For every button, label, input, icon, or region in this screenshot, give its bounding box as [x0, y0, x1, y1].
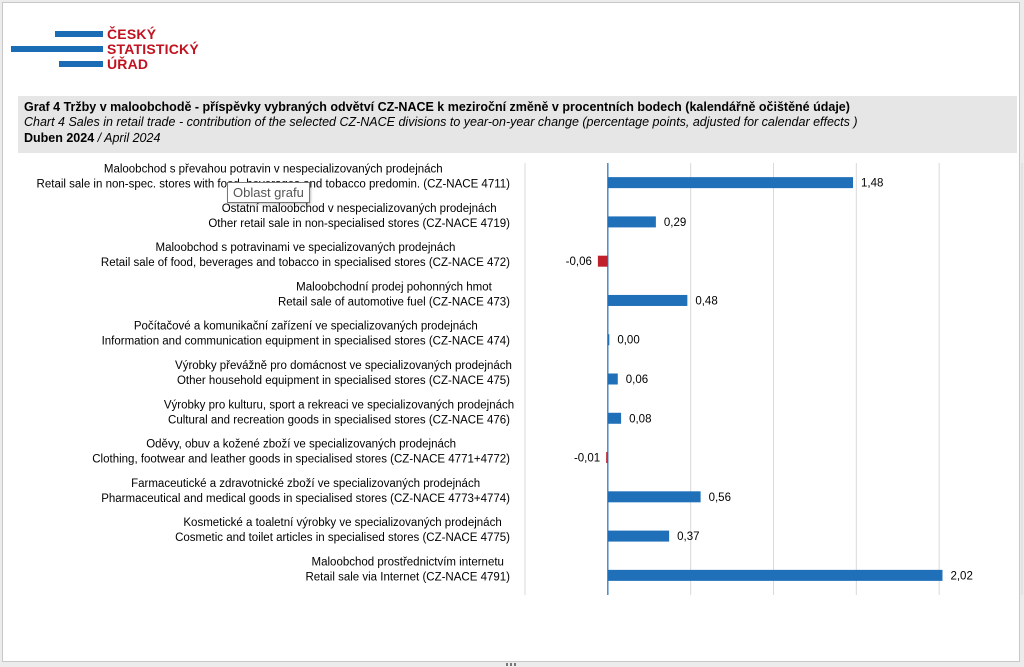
category-label-cz: Maloobchod prostřednictvím internetu — [312, 556, 504, 568]
logo-bar — [59, 61, 103, 67]
bar — [607, 216, 656, 228]
data-label: -0,01 — [574, 453, 600, 465]
bar — [607, 373, 618, 385]
chart-area-tooltip: Oblast grafu — [227, 182, 310, 203]
category-label-cz: Kosmetické a toaletní výrobky ve special… — [183, 517, 501, 529]
logo-bar — [55, 31, 103, 37]
bars — [597, 177, 943, 581]
logo-line-1: ČESKÝ — [107, 26, 157, 42]
category-label-en: Other retail sale in non-specialised sto… — [208, 218, 510, 230]
data-label: 0,06 — [626, 374, 648, 386]
category-label-cz: Maloobchodní prodej pohonných hmot — [296, 281, 492, 293]
bar — [607, 334, 610, 346]
period-english: / April 2024 — [94, 131, 161, 145]
category-label-en: Clothing, footwear and leather goods in … — [92, 454, 510, 466]
category-label-en: Retail sale of food, beverages and tobac… — [101, 257, 510, 269]
gridlines — [524, 163, 1023, 595]
category-label-en: Retail sale of automotive fuel (CZ-NACE … — [278, 296, 510, 308]
category-label-cz: Oděvy, obuv a kožené zboží ve specializo… — [146, 439, 456, 451]
category-label-en: Information and communication equipment … — [102, 336, 511, 348]
data-label: 1,48 — [861, 178, 883, 190]
logo-bar — [11, 46, 103, 52]
chart-title-english: Chart 4 Sales in retail trade - contribu… — [24, 115, 858, 129]
data-label: 0,00 — [617, 335, 639, 347]
chart-title-box: Graf 4 Tržby v maloobchodě - příspěvky v… — [18, 96, 1017, 153]
data-label: 0,37 — [677, 531, 699, 543]
category-label-cz: Maloobchod s převahou potravin v nespeci… — [104, 164, 443, 176]
category-label-en: Other household equipment in specialised… — [177, 375, 510, 387]
data-label: -0,06 — [566, 256, 592, 268]
category-label-cz: Výrobky převážně pro domácnost ve specia… — [175, 360, 512, 372]
category-label-en: Pharmaceutical and medical goods in spec… — [101, 493, 510, 505]
category-labels: Maloobchod s převahou potravin v nespeci… — [37, 164, 515, 584]
logo-line-2: STATISTICKÝ — [107, 41, 199, 57]
data-label: 0,29 — [664, 217, 686, 229]
data-label: 0,08 — [629, 413, 651, 425]
category-label-cz: Výrobky pro kulturu, sport a rekreaci ve… — [164, 399, 514, 411]
category-label-cz: Farmaceutické a zdravotnické zboží ve sp… — [131, 478, 480, 490]
category-label-en: Retail sale via Internet (CZ-NACE 4791) — [305, 571, 510, 583]
data-label: 0,56 — [709, 492, 731, 504]
bar — [607, 530, 670, 542]
bar — [607, 412, 622, 424]
bar — [597, 255, 608, 267]
data-labels: 1,48 0,29 -0,06 0,48 0,00 0,06 0,08 -0,01 0,56 0,… — [566, 178, 973, 583]
category-label-cz: Ostatní maloobchod v nespecializovaných … — [222, 203, 497, 215]
bar — [607, 177, 854, 189]
bar — [607, 491, 701, 503]
data-label: 0,48 — [695, 295, 717, 307]
bar — [606, 452, 608, 464]
data-label: 2,02 — [950, 570, 972, 582]
bar — [607, 294, 688, 306]
chart-period: Duben 2024 / April 2024 — [24, 130, 1011, 146]
category-label-cz: Maloobchod s potravinami ve specializova… — [156, 242, 456, 254]
category-label-en: Cultural and recreation goods in special… — [168, 414, 510, 426]
category-label-en: Cosmetic and toilet articles in speciali… — [175, 532, 510, 544]
chart-title-czech: Graf 4 Tržby v maloobchodě - příspěvky v… — [24, 100, 850, 114]
period-czech: Duben 2024 — [24, 131, 95, 145]
czso-logo: ČESKÝ STATISTICKÝ ÚŘAD — [11, 27, 211, 77]
resize-grip-icon[interactable] — [506, 663, 518, 666]
bar — [607, 569, 943, 581]
category-label-cz: Počítačové a komunikační zařízení ve spe… — [134, 321, 478, 333]
logo-line-3: ÚŘAD — [107, 56, 149, 72]
